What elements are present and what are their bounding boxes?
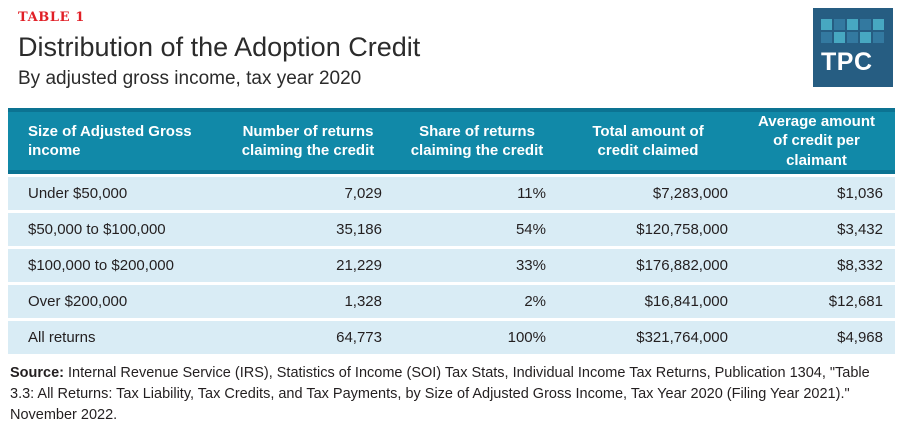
page-title: Distribution of the Adoption Credit [18,32,421,62]
tpc-logo: TPC [813,8,893,87]
cell-agi: All returns [28,329,96,346]
cell-share: 100% [507,329,546,346]
cell-agi: Under $50,000 [28,185,128,202]
column-header-returns: Number of returns claiming the credit [241,122,375,160]
cell-agi: $50,000 to $100,000 [28,221,166,238]
logo-square-icon [860,32,871,43]
tpc-logo-text: TPC [821,48,873,76]
logo-square-icon [860,19,871,30]
table-header-row: Size of Adjusted Gross income Number of … [8,108,895,174]
cell-total: $176,882,000 [636,257,728,274]
logo-square-icon [821,19,832,30]
table-row: $50,000 to $100,000 35,186 54% $120,758,… [8,213,895,246]
column-header-average: Average amount of credit per claimant [758,112,875,169]
cell-agi: $100,000 to $200,000 [28,257,174,274]
source-text: Internal Revenue Service (IRS), Statisti… [10,365,870,424]
tpc-logo-grid-icon [821,19,884,43]
logo-square-icon [847,19,858,30]
cell-share: 54% [515,221,546,238]
cell-share: 11% [517,185,546,202]
cell-total: $321,764,000 [636,329,728,346]
cell-returns: 1,328 [344,293,382,310]
cell-total: $120,758,000 [636,221,728,238]
column-header-agi: Size of Adjusted Gross income [28,122,192,160]
cell-average: $3,432 [837,221,883,238]
cell-agi: Over $200,000 [28,293,128,310]
logo-square-icon [834,32,845,43]
cell-total: $16,841,000 [644,293,728,310]
source-label: Source: [10,365,64,381]
cell-average: $4,968 [837,329,883,346]
adoption-credit-table: Size of Adjusted Gross income Number of … [8,108,895,354]
cell-returns: 35,186 [336,221,382,238]
cell-average: $12,681 [828,293,883,310]
table-row: $100,000 to $200,000 21,229 33% $176,882… [8,249,895,282]
table-row: Under $50,000 7,029 11% $7,283,000 $1,03… [8,177,895,210]
cell-average: $1,036 [837,185,883,202]
table-row: Over $200,000 1,328 2% $16,841,000 $12,6… [8,285,895,318]
logo-square-icon [873,19,884,30]
cell-share: 33% [515,257,546,274]
logo-square-icon [847,32,858,43]
logo-square-icon [834,19,845,30]
cell-returns: 7,029 [344,185,382,202]
title-block: TABLE 1 Distribution of the Adoption Cre… [0,0,903,90]
cell-share: 2% [524,293,546,310]
logo-square-icon [821,32,832,43]
page-subtitle: By adjusted gross income, tax year 2020 [18,68,362,89]
cell-total: $7,283,000 [652,185,728,202]
table-number-label: TABLE 1 [18,10,85,25]
column-header-total: Total amount of credit claimed [592,122,704,160]
source-note: Source: Internal Revenue Service (IRS), … [10,363,887,426]
table-row: All returns 64,773 100% $321,764,000 $4,… [8,321,895,354]
logo-square-icon [873,32,884,43]
cell-returns: 64,773 [336,329,382,346]
cell-returns: 21,229 [336,257,382,274]
cell-average: $8,332 [837,257,883,274]
column-header-share: Share of returns claiming the credit [410,122,544,160]
